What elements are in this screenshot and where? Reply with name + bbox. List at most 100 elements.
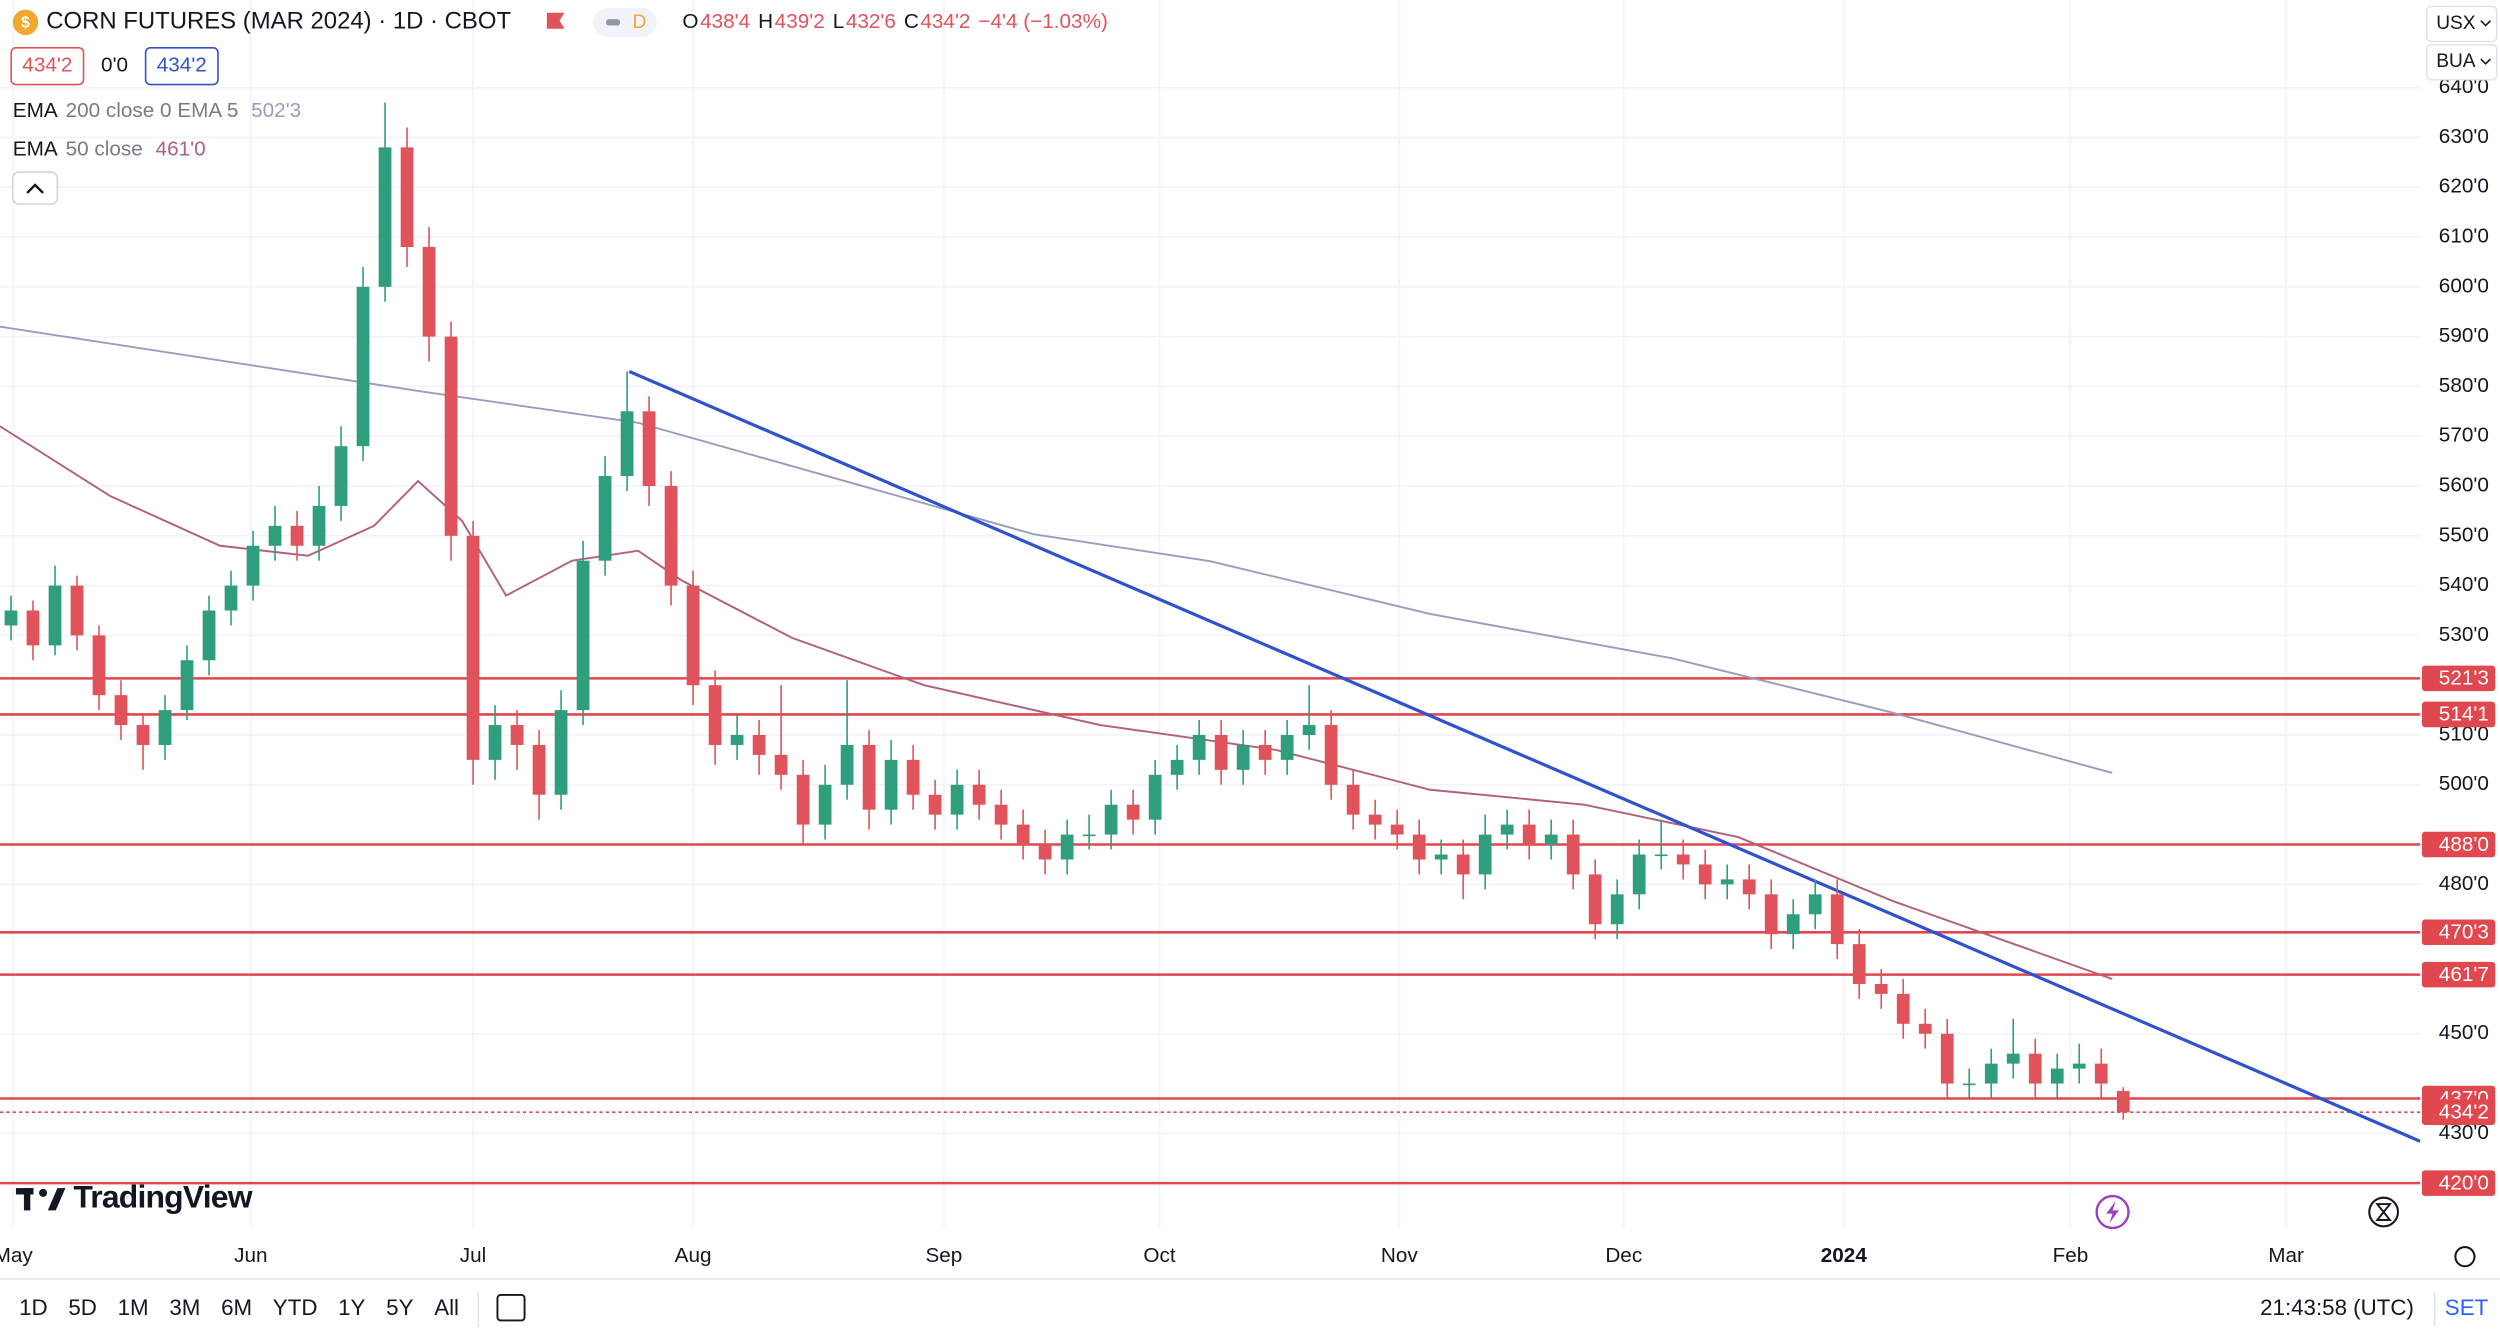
collapse-arrow [26, 183, 44, 194]
candle-body [2050, 1068, 2064, 1084]
candle-body [1060, 834, 1074, 860]
y-tick-label: 600'0 [2439, 274, 2489, 297]
candle-body [906, 759, 920, 795]
candle-body [1764, 894, 1778, 935]
symbol-icon [12, 9, 39, 36]
level-label-box [2421, 665, 2496, 692]
overlay-ui: $ 430'0 450'0 480'0 500'0 510'0 530'0 540'0 550… [0, 5, 2500, 1327]
candle-body [1940, 1033, 1954, 1084]
candle-body [950, 784, 964, 815]
x-tick-label: Oct [1143, 1244, 1175, 1267]
candle-body [2072, 1063, 2086, 1069]
candle-body [1324, 725, 1338, 785]
interval-button[interactable]: 1D [19, 1295, 48, 1320]
unit-button[interactable] [2425, 5, 2498, 43]
interval-button[interactable]: 5D [68, 1295, 97, 1320]
y-tick-label: 480'0 [2439, 872, 2489, 895]
interval-button[interactable]: 3M [169, 1295, 200, 1320]
level-label: 461'7 [2439, 963, 2489, 986]
y-tick-label: 580'0 [2439, 374, 2489, 397]
x-tick-label: Sep [925, 1244, 962, 1267]
x-tick-label: Jul [460, 1244, 486, 1267]
interval-button[interactable]: 6M [221, 1295, 252, 1320]
lightning-button[interactable] [2095, 1194, 2130, 1230]
candle-body [1192, 734, 1206, 760]
candle-body [290, 525, 304, 546]
y-tick-label: 510'0 [2439, 722, 2489, 745]
candle-body [1918, 1023, 1932, 1034]
candle-body [532, 744, 546, 795]
candle-body [158, 710, 172, 745]
candle-body [2006, 1053, 2020, 1064]
candle-body [224, 585, 238, 611]
replay-button[interactable] [2368, 1196, 2399, 1228]
x-tick-label: Feb [2053, 1244, 2089, 1267]
candle-body [1148, 774, 1162, 820]
ohlc-value: 434'2 [920, 10, 970, 33]
ohlc-key: C [904, 10, 919, 33]
candle-body [1390, 824, 1404, 835]
candle-body [1808, 894, 1822, 915]
candle-body [268, 525, 282, 546]
unit-button[interactable] [2425, 43, 2498, 81]
candle-body [378, 147, 392, 287]
interval-button[interactable]: 5Y [386, 1295, 413, 1320]
collapse-button[interactable] [11, 171, 59, 205]
candle-body [1346, 784, 1360, 815]
candle-body [1126, 804, 1140, 820]
candle-body [1434, 854, 1448, 860]
candle-body [1610, 894, 1624, 925]
interval-button[interactable]: YTD [273, 1295, 318, 1320]
candle-body [1654, 854, 1668, 857]
settings-gear[interactable] [2454, 1246, 2476, 1268]
settlement-toggle[interactable]: SET [2445, 1295, 2489, 1320]
ohlc-value: 438'4 [700, 10, 750, 33]
symbol-title: CORN FUTURES (MAR 2024) · 1D · CBOT [46, 8, 511, 35]
candle-body [1544, 834, 1558, 845]
indicator-name: EMA [13, 137, 58, 160]
lightning-glyph [2106, 1200, 2119, 1224]
candle-body [1566, 834, 1580, 875]
interval-button[interactable]: 1Y [338, 1295, 365, 1320]
y-tick-label: 450'0 [2439, 1021, 2489, 1044]
candle-body [1698, 864, 1712, 885]
candle-body [1522, 824, 1536, 845]
candle-body [554, 710, 568, 795]
level-label-box [2421, 831, 2496, 858]
date-range-button[interactable] [496, 1293, 526, 1322]
price-box [10, 47, 85, 86]
symbol-icon-glyph: $ [21, 14, 30, 31]
logo-text: TradingView [73, 1179, 252, 1215]
unit-caret [2480, 20, 2491, 27]
interval-button[interactable]: 1M [118, 1295, 149, 1320]
y-tick-label: 430'0 [2439, 1121, 2489, 1144]
indicator-value: 502'3 [251, 99, 301, 122]
candle-body [664, 486, 678, 586]
candle-body [686, 585, 700, 686]
interval-button[interactable]: All [434, 1295, 459, 1320]
candle-body [4, 610, 18, 626]
candle-body [1170, 759, 1184, 775]
candle-body [1742, 879, 1756, 895]
y-tick-label: 570'0 [2439, 424, 2489, 447]
price-box-label: 434'2 [157, 54, 207, 77]
flag-icon [546, 12, 565, 29]
candle-body [1038, 844, 1052, 860]
plot-area [0, 0, 2421, 1228]
candle-body [1588, 874, 1602, 925]
candle-body [356, 286, 370, 447]
candle-body [818, 784, 832, 825]
indicator-name: EMA [13, 99, 58, 122]
candle-body [2028, 1053, 2042, 1084]
x-tick-label: Nov [1381, 1244, 1418, 1267]
candle-body [1852, 944, 1866, 984]
level-label-box [2421, 701, 2496, 728]
y-tick-label: 590'0 [2439, 324, 2489, 347]
interval-badge[interactable] [593, 7, 657, 37]
y-tick-label: 550'0 [2439, 523, 2489, 546]
candle-body [884, 759, 898, 810]
candle-body [1104, 804, 1118, 835]
level-label: 470'3 [2439, 921, 2489, 944]
candle-body [136, 725, 150, 745]
